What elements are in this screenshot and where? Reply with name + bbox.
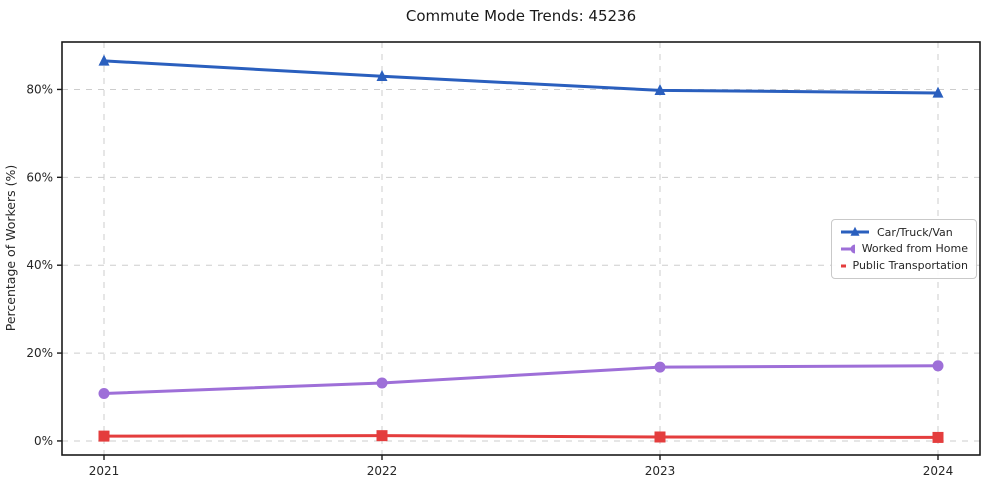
plot-spines <box>61 41 981 456</box>
marker-public-transportation-square-icon <box>98 430 110 442</box>
y-tick-label: 40% <box>26 258 53 272</box>
marker-worked-from-home-circle-icon <box>932 360 944 372</box>
x-tick-label: 2024 <box>923 464 954 478</box>
y-tick-label: 80% <box>26 82 53 96</box>
x-tick-label: 2023 <box>645 464 676 478</box>
series-line-worked-from-home <box>103 364 939 395</box>
series-line-public-transportation <box>103 434 939 439</box>
legend-label: Public Transportation <box>852 259 968 273</box>
marker-car-truck-van-triangle-icon <box>654 84 666 96</box>
marker-public-transportation-square-icon <box>932 431 944 443</box>
marker-car-truck-van-triangle-icon <box>376 69 388 81</box>
chart-title: Commute Mode Trends: 45236 <box>406 7 636 25</box>
legend-entry-public-transportation: Public Transportation <box>840 258 968 274</box>
y-tick-label: 60% <box>26 170 53 184</box>
legend: Car/Truck/Van Worked from Home Public Tran… <box>831 219 977 279</box>
marker-worked-from-home-circle-icon <box>376 377 388 389</box>
legend-triangle-swatch-icon <box>841 227 869 237</box>
marker-car-truck-van-triangle-icon <box>98 54 110 66</box>
marker-worked-from-home-circle-icon <box>98 387 110 399</box>
legend-label: Worked from Home <box>861 242 968 256</box>
legend-square-swatch-icon <box>841 264 846 268</box>
x-tick-label: 2021 <box>89 464 120 478</box>
x-tick-label: 2022 <box>367 464 398 478</box>
series-line-car-truck-van <box>103 59 939 95</box>
y-axis-label: Percentage of Workers (%) <box>3 165 18 331</box>
marker-worked-from-home-circle-icon <box>654 361 666 373</box>
legend-label: Car/Truck/Van <box>877 225 953 239</box>
legend-entry-car-truck-van: Car/Truck/Van <box>840 224 968 240</box>
chart-root: 0% 20% 40% 60% 80% 2021 2022 2023 2024 <box>26 41 981 478</box>
y-tick-label: 0% <box>34 434 53 448</box>
legend-circle-swatch-icon <box>841 244 855 254</box>
y-tick-label: 20% <box>26 346 53 360</box>
marker-public-transportation-square-icon <box>654 431 666 443</box>
marker-public-transportation-square-icon <box>376 430 388 442</box>
marker-car-truck-van-triangle-icon <box>932 86 944 98</box>
legend-entry-worked-from-home: Worked from Home <box>840 241 968 257</box>
